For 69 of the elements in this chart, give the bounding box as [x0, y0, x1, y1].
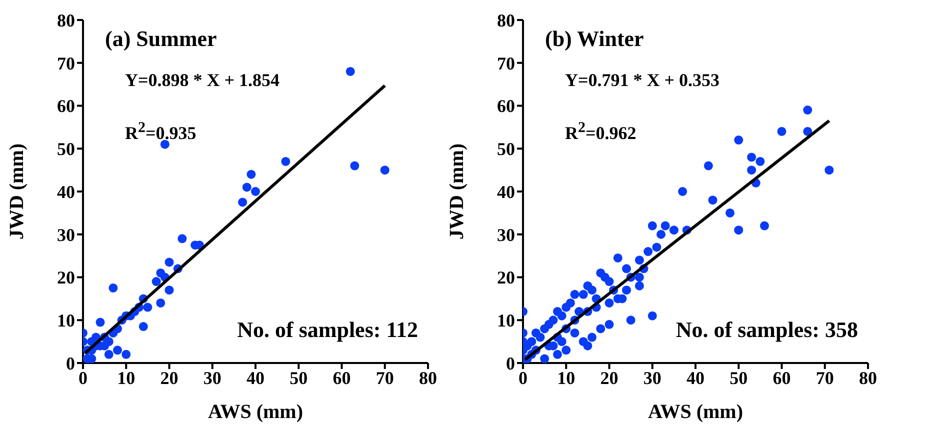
- point: [350, 161, 360, 170]
- y-tick-label: 50: [497, 139, 515, 160]
- x-tick-label: 60: [332, 368, 351, 388]
- x-tick-label: 20: [160, 368, 178, 388]
- point: [238, 198, 248, 207]
- x-tick-label: 20: [600, 368, 618, 388]
- y-axis-title: JWD (mm): [446, 143, 468, 240]
- x-tick-label: 0: [78, 368, 88, 388]
- annotation: Y=0.791 * X + 0.353: [565, 70, 720, 91]
- annotation: R$^{2}$=0.962: [565, 120, 636, 144]
- point: [346, 66, 355, 76]
- x-tick-label: 30: [203, 368, 222, 388]
- x-tick-label: 70: [816, 368, 834, 388]
- point: [122, 350, 131, 359]
- point: [96, 318, 105, 327]
- x-tick-label: 0: [518, 368, 528, 388]
- x-tick-label: 80: [419, 368, 437, 388]
- x-axis-title: AWS (mm): [208, 401, 303, 423]
- chart-title: (b) Winter: [545, 26, 644, 52]
- point: [152, 277, 161, 286]
- y-tick-label: 30: [57, 224, 75, 245]
- y-tick-label: 30: [497, 224, 515, 245]
- point: [138, 322, 148, 332]
- point: [108, 283, 118, 292]
- x-tick-label: 50: [290, 368, 308, 388]
- point: [242, 182, 252, 192]
- x-tick-label: 10: [117, 368, 136, 388]
- point: [164, 286, 174, 295]
- y-tick-label: 20: [57, 268, 75, 288]
- y-tick-label: 10: [497, 310, 515, 331]
- y-tick-label: 60: [57, 96, 75, 116]
- point: [246, 170, 256, 179]
- point: [143, 302, 152, 312]
- y-tick-label: 20: [497, 268, 515, 288]
- x-tick-label: 50: [730, 368, 748, 388]
- annotation: Y=0.898 * X + 1.854: [125, 70, 280, 91]
- point: [104, 350, 114, 359]
- y-tick-label: 40: [497, 182, 515, 202]
- x-tick-label: 60: [772, 368, 791, 388]
- annotation: R$^{2}$=0.935: [125, 120, 196, 144]
- point: [113, 346, 122, 355]
- point: [160, 140, 170, 149]
- x-tick-label: 30: [643, 368, 662, 388]
- y-tick-label: 0: [506, 353, 515, 374]
- annotation: No. of samples: 358: [676, 317, 858, 343]
- x-tick-label: 70: [376, 368, 394, 388]
- y-tick-label: 10: [57, 310, 75, 331]
- point: [251, 187, 260, 196]
- point: [164, 258, 174, 267]
- x-tick-label: 10: [557, 368, 576, 388]
- chart-title: (a) Summer: [105, 26, 217, 52]
- y-tick-label: 70: [497, 53, 515, 74]
- y-tick-label: 50: [57, 139, 75, 160]
- x-tick-label: 80: [859, 368, 877, 388]
- point: [380, 166, 390, 175]
- annotation: No. of samples: 112: [237, 317, 418, 343]
- x-tick-label: 40: [246, 368, 264, 388]
- y-axis-title: JWD (mm): [6, 143, 28, 240]
- y-tick-label: 60: [497, 96, 515, 116]
- y-tick-label: 80: [497, 10, 515, 30]
- point: [156, 298, 166, 308]
- y-tick-label: 80: [57, 10, 75, 30]
- x-tick-label: 40: [686, 368, 704, 388]
- y-tick-label: 70: [57, 53, 75, 74]
- point: [281, 156, 290, 166]
- y-tick-label: 40: [57, 182, 75, 202]
- x-axis-title: AWS (mm): [648, 401, 743, 423]
- point: [178, 234, 187, 244]
- y-tick-label: 0: [66, 353, 75, 374]
